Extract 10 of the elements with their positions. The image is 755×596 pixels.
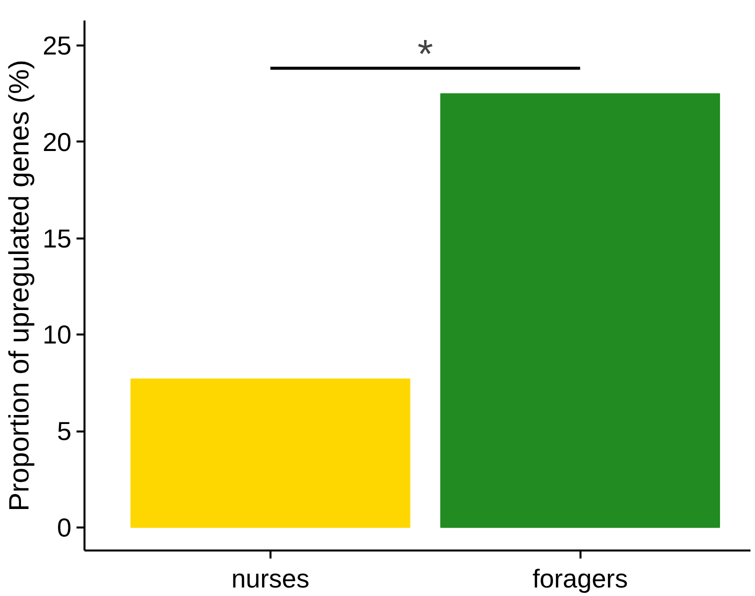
- x-tick-label: foragers: [532, 564, 628, 594]
- y-tick-label: 10: [42, 320, 72, 350]
- y-tick-label: 25: [42, 30, 72, 61]
- x-tick-label: nurses: [231, 564, 310, 594]
- annotation: *: [417, 32, 434, 76]
- y-tick-label: 15: [42, 223, 72, 254]
- y-tick-label: 20: [42, 126, 72, 157]
- y-tick-label: 5: [57, 416, 72, 446]
- y-tick-label: 0: [57, 512, 72, 542]
- y-axis-title: Proportion of upregulated genes (%): [4, 60, 35, 512]
